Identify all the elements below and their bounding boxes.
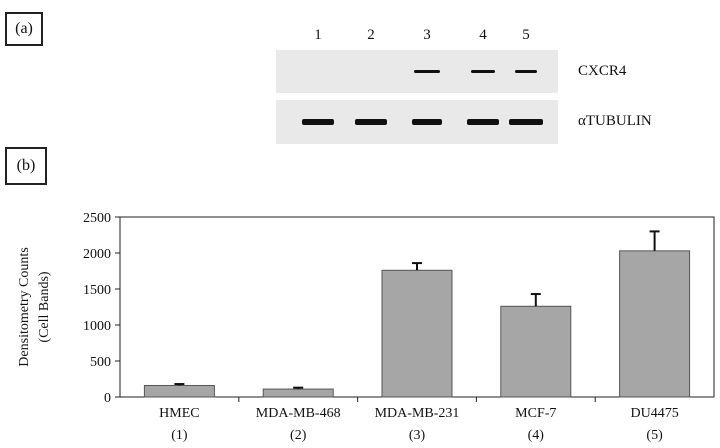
bar-chart: 0 500 1000 1500 2000 2500 HMEC (1) MDA-MB-468 (2)… [17, 211, 715, 443]
cxcr4-blot-label: CXCR4 [578, 63, 627, 79]
bar [619, 250, 691, 398]
blot-band [509, 119, 543, 125]
panel-a-label: (a) [5, 12, 43, 46]
blot-band [302, 119, 334, 125]
tubulin-blot-label: αTUBULIN [578, 113, 652, 129]
x-tick-number: (3) [409, 428, 426, 443]
x-tick-number: (5) [646, 428, 663, 443]
bar [143, 384, 215, 398]
x-tick-number: (1) [171, 428, 188, 443]
lane-number-3: 3 [423, 27, 431, 43]
blot-band [355, 119, 387, 125]
x-tick-label: MCF-7 [515, 406, 556, 421]
x-tick-number: (4) [528, 428, 545, 443]
bar [500, 305, 572, 398]
y-tick-label: 2500 [83, 211, 111, 226]
x-tick-label: HMEC [159, 406, 199, 421]
x-tick-label: DU4475 [630, 406, 678, 421]
lane-number-2: 2 [367, 27, 375, 43]
y-tick-label: 0 [104, 391, 111, 406]
x-tick-label: MDA-MB-468 [256, 406, 341, 421]
bar [262, 388, 334, 398]
blot-band [412, 119, 442, 125]
y-tick-label: 2000 [83, 247, 111, 262]
tubulin-blot [276, 100, 558, 144]
x-tick-number: (2) [290, 428, 307, 443]
y-axis-label: (Cell Bands) [37, 271, 52, 342]
lane-number-5: 5 [522, 27, 530, 43]
y-tick-label: 1500 [83, 283, 111, 298]
cxcr4-blot [276, 50, 558, 93]
y-tick-label: 1000 [83, 319, 111, 334]
lane-number-1: 1 [314, 27, 322, 43]
y-axis-label: Densitometry Counts [17, 247, 32, 366]
y-tick-label: 500 [90, 355, 111, 370]
x-tick-label: MDA-MB-231 [375, 406, 460, 421]
panel-b-label: (b) [5, 147, 47, 185]
lane-number-4: 4 [479, 27, 487, 43]
blot-band [515, 70, 537, 73]
bar [381, 269, 453, 398]
blot-band [414, 70, 440, 73]
blot-band [471, 70, 495, 73]
blot-band [467, 119, 499, 125]
